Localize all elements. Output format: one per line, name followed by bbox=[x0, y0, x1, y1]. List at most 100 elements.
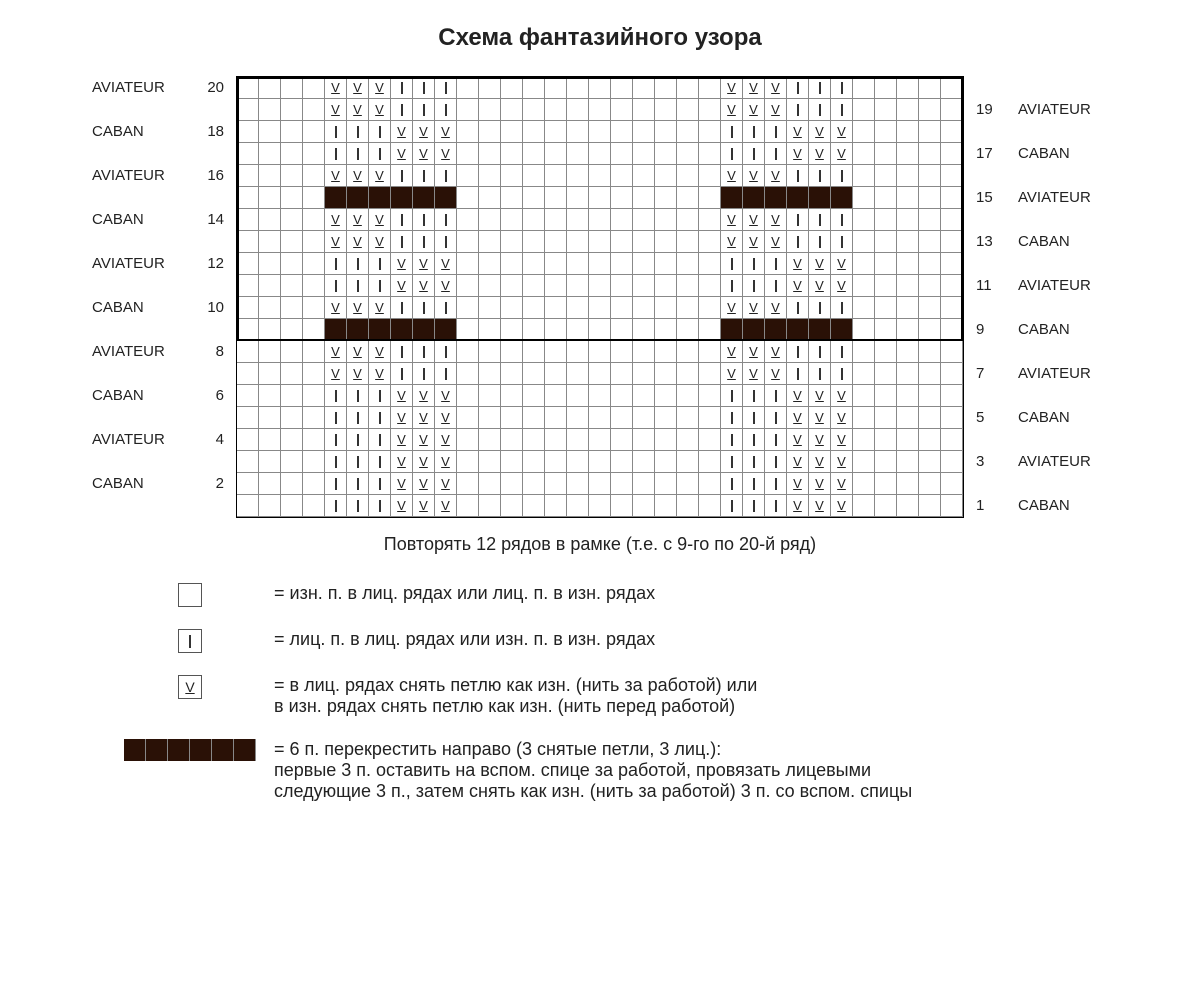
grid-cell bbox=[787, 407, 809, 429]
grid-cell bbox=[721, 99, 743, 121]
grid-cell bbox=[589, 165, 611, 187]
grid-cell bbox=[347, 297, 369, 319]
grid-cell bbox=[369, 231, 391, 253]
grid-cell bbox=[567, 297, 589, 319]
grid-cell bbox=[721, 253, 743, 275]
grid-cell bbox=[501, 143, 523, 165]
grid-cell bbox=[369, 319, 391, 341]
grid-cell bbox=[699, 363, 721, 385]
grid-cell bbox=[237, 275, 259, 297]
grid-cell bbox=[391, 77, 413, 99]
grid-cell bbox=[391, 121, 413, 143]
grid-cell bbox=[919, 363, 941, 385]
grid-cell bbox=[545, 451, 567, 473]
grid-cell bbox=[347, 451, 369, 473]
legend-row: = 6 п. перекрестить направо (3 снятые пе… bbox=[120, 739, 1180, 802]
grid-cell bbox=[457, 297, 479, 319]
grid-cell bbox=[941, 77, 963, 99]
grid-cell bbox=[809, 209, 831, 231]
grid-cell bbox=[413, 231, 435, 253]
grid-cell bbox=[853, 77, 875, 99]
grid-cell bbox=[655, 495, 677, 517]
grid-cell bbox=[875, 165, 897, 187]
grid-cell bbox=[545, 341, 567, 363]
grid-cell bbox=[281, 385, 303, 407]
grid-cell bbox=[787, 231, 809, 253]
grid-cell bbox=[611, 429, 633, 451]
grid-cell bbox=[677, 473, 699, 495]
grid-cell bbox=[479, 121, 501, 143]
grid-cell bbox=[567, 253, 589, 275]
grid-cell bbox=[325, 495, 347, 517]
grid-cell bbox=[765, 341, 787, 363]
grid-cell bbox=[501, 187, 523, 209]
grid-cell bbox=[435, 275, 457, 297]
grid-cell bbox=[237, 407, 259, 429]
grid-cell bbox=[743, 341, 765, 363]
grid-cell bbox=[237, 99, 259, 121]
grid-cell bbox=[303, 451, 325, 473]
grid-cell bbox=[699, 473, 721, 495]
grid-cell bbox=[567, 121, 589, 143]
grid-cell bbox=[633, 297, 655, 319]
grid-cell bbox=[523, 77, 545, 99]
grid-cell bbox=[787, 429, 809, 451]
grid-cell bbox=[523, 385, 545, 407]
grid-cell bbox=[435, 341, 457, 363]
grid-cell bbox=[809, 385, 831, 407]
grid-cell bbox=[611, 363, 633, 385]
grid-cell bbox=[457, 253, 479, 275]
grid-cell bbox=[501, 451, 523, 473]
grid-cell bbox=[479, 495, 501, 517]
grid-cell bbox=[699, 407, 721, 429]
grid-cell bbox=[237, 143, 259, 165]
grid-cell bbox=[633, 385, 655, 407]
grid-cell bbox=[743, 495, 765, 517]
grid-cell bbox=[303, 231, 325, 253]
grid-cell bbox=[325, 231, 347, 253]
grid-cell bbox=[721, 275, 743, 297]
grid-cell bbox=[721, 407, 743, 429]
grid-cell bbox=[831, 385, 853, 407]
grid-row bbox=[237, 253, 963, 275]
grid-cell bbox=[743, 319, 765, 341]
grid-row bbox=[237, 143, 963, 165]
grid-cell bbox=[237, 319, 259, 341]
grid-cell bbox=[435, 495, 457, 517]
grid-cell bbox=[325, 187, 347, 209]
grid-cell bbox=[919, 341, 941, 363]
legend-row: = лиц. п. в лиц. рядах или изн. п. в изн… bbox=[120, 629, 1180, 653]
grid-cell bbox=[303, 99, 325, 121]
grid-cell bbox=[347, 99, 369, 121]
grid-cell bbox=[897, 495, 919, 517]
grid-cell bbox=[831, 495, 853, 517]
grid-cell bbox=[303, 385, 325, 407]
grid-cell bbox=[435, 385, 457, 407]
grid-row bbox=[237, 319, 963, 341]
grid-cell bbox=[743, 99, 765, 121]
grid-cell bbox=[303, 495, 325, 517]
grid-cell bbox=[655, 77, 677, 99]
grid-cell bbox=[765, 121, 787, 143]
chart-area: AVIATEURCABANAVIATEURCABANAVIATEURCABANA… bbox=[20, 76, 1180, 518]
grid-cell bbox=[589, 341, 611, 363]
grid-cell bbox=[941, 451, 963, 473]
grid-cell bbox=[413, 473, 435, 495]
grid-cell bbox=[303, 341, 325, 363]
grid-cell bbox=[479, 275, 501, 297]
grid-cell bbox=[831, 407, 853, 429]
grid-cell bbox=[589, 253, 611, 275]
grid-cell bbox=[611, 253, 633, 275]
grid-cell bbox=[501, 473, 523, 495]
grid-cell bbox=[567, 77, 589, 99]
grid-cell bbox=[633, 451, 655, 473]
grid-cell bbox=[633, 231, 655, 253]
grid-cell bbox=[391, 495, 413, 517]
grid-row bbox=[237, 407, 963, 429]
grid-cell bbox=[633, 253, 655, 275]
grid-cell bbox=[237, 121, 259, 143]
grid-cell bbox=[391, 165, 413, 187]
grid-cell bbox=[633, 77, 655, 99]
grid-cell bbox=[567, 385, 589, 407]
grid-cell bbox=[743, 473, 765, 495]
